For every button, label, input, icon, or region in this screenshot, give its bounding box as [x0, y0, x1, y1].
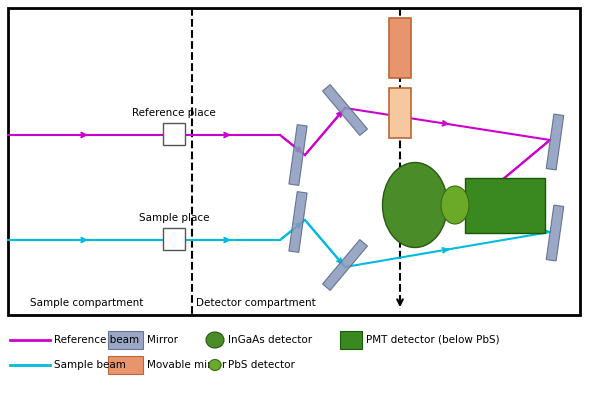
- Ellipse shape: [209, 360, 221, 370]
- Text: Detector compartment: Detector compartment: [196, 298, 315, 308]
- Text: Mirror: Mirror: [147, 335, 178, 345]
- Text: Reference beam: Reference beam: [54, 335, 139, 345]
- Text: PMT detector (below PbS): PMT detector (below PbS): [366, 335, 500, 345]
- Bar: [163, 228, 185, 250]
- Polygon shape: [323, 85, 368, 135]
- Bar: [389, 88, 411, 138]
- Text: Movable mirror: Movable mirror: [147, 360, 227, 370]
- Bar: [340, 331, 362, 349]
- Polygon shape: [546, 114, 564, 170]
- Ellipse shape: [382, 162, 448, 247]
- Ellipse shape: [441, 186, 469, 224]
- Text: Reference place: Reference place: [132, 108, 216, 118]
- Text: Sample place: Sample place: [139, 213, 209, 223]
- Bar: [108, 331, 143, 349]
- Polygon shape: [323, 239, 368, 291]
- Text: Sample compartment: Sample compartment: [30, 298, 144, 308]
- Text: InGaAs detector: InGaAs detector: [228, 335, 312, 345]
- Bar: [465, 178, 545, 233]
- Ellipse shape: [206, 332, 224, 348]
- Text: PbS detector: PbS detector: [228, 360, 295, 370]
- Text: Sample beam: Sample beam: [54, 360, 126, 370]
- Bar: [389, 18, 411, 78]
- Polygon shape: [289, 192, 307, 252]
- Bar: [108, 356, 143, 374]
- Polygon shape: [546, 205, 564, 261]
- Bar: [8, 8, 580, 315]
- Bar: [163, 123, 185, 145]
- Polygon shape: [289, 125, 307, 185]
